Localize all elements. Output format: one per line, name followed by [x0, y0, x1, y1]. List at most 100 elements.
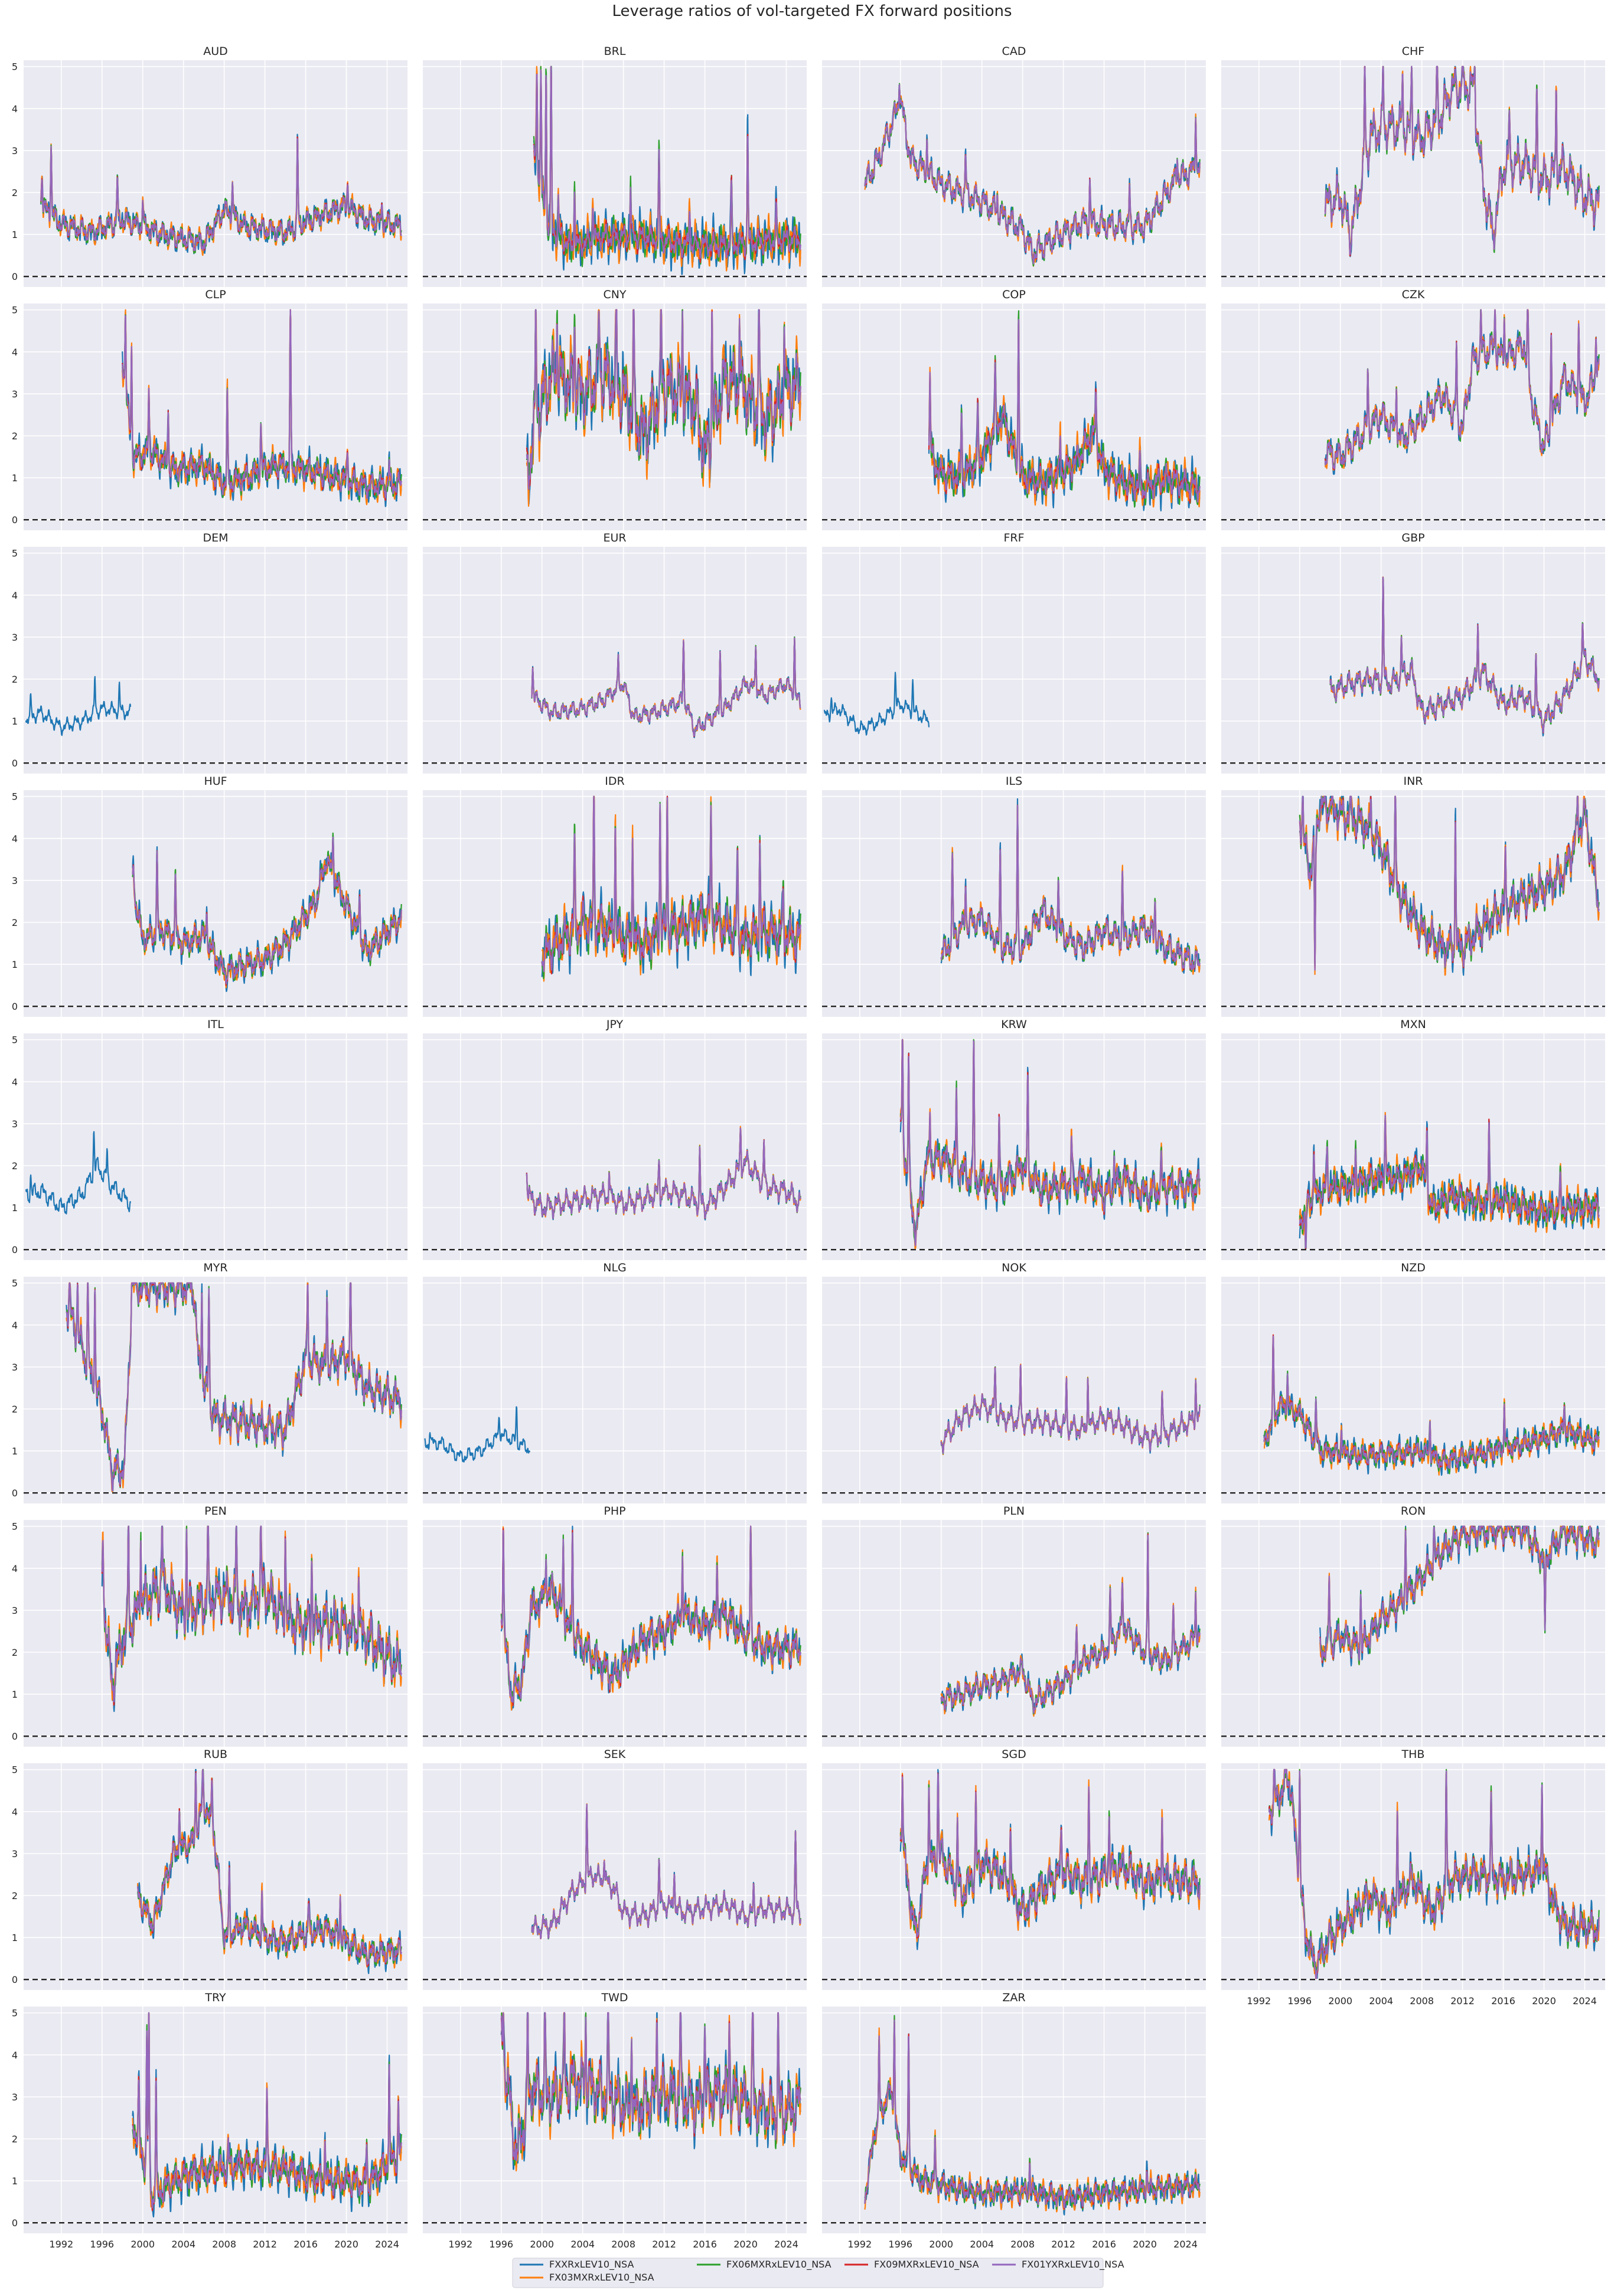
x-tick-label: 2020	[733, 2239, 758, 2250]
panel-background	[822, 304, 1206, 530]
y-tick-label: 1	[12, 2175, 18, 2187]
panel-itl: ITL 0 1 2 3 4 5	[12, 1018, 407, 1260]
series-line-fx01yxrxlev10_nsa	[132, 2012, 402, 2209]
panel-title: ITL	[207, 1018, 224, 1031]
series-line-fx01yxrxlev10_nsa	[101, 1525, 402, 1702]
series-line-fx01yxrxlev10_nsa	[1299, 1114, 1600, 1248]
panel-title: IDR	[605, 775, 624, 788]
y-tick-label: 1	[12, 1689, 18, 1700]
series-line-fx01yxrxlev10_nsa	[1319, 1525, 1600, 1661]
x-tick-label: 2016	[1491, 1995, 1515, 2007]
y-tick-label: 2	[12, 1647, 18, 1658]
x-tick-label: 2008	[1010, 2239, 1035, 2250]
panel-title: CAD	[1002, 45, 1026, 58]
y-tick-label: 4	[12, 103, 18, 115]
series-line-fx01yxrxlev10_nsa	[1324, 309, 1600, 469]
series-line-fxxrxlev10_nsa	[25, 1131, 132, 1215]
x-tick-label: 2008	[212, 2239, 236, 2250]
y-tick-label: 5	[12, 1521, 18, 1532]
y-tick-label: 0	[12, 1731, 18, 1742]
y-tick-label: 5	[12, 61, 18, 73]
panel-cop: COP	[822, 288, 1206, 530]
panel-title: MXN	[1400, 1018, 1426, 1031]
panel-ron: RON	[1221, 1505, 1605, 1747]
y-tick-label: 5	[12, 1035, 18, 1046]
panel-title: SGD	[1002, 1748, 1026, 1761]
series-line-fx01yxrxlev10_nsa	[66, 1282, 402, 1492]
series-line-fx01yxrxlev10_nsa	[940, 804, 1201, 971]
y-tick-label: 3	[12, 389, 18, 400]
series-line-fx01yxrxlev10_nsa	[132, 836, 402, 985]
y-tick-label: 0	[12, 1001, 18, 1012]
series-line-fx01yxrxlev10_nsa	[1324, 66, 1600, 255]
panel-title: MYR	[203, 1261, 227, 1274]
panel-mxn: MXN	[1221, 1018, 1605, 1260]
x-tick-label: 1992	[448, 2239, 472, 2250]
panel-title: INR	[1403, 775, 1423, 788]
panel-twd: TWD 1992 1996 2000 2004 2008 2012 2016 2020 2024	[423, 1991, 807, 2250]
y-tick-label: 4	[12, 1320, 18, 1331]
y-tick-label: 5	[12, 791, 18, 803]
y-tick-label: 5	[12, 548, 18, 559]
series-line-fx01yxrxlev10_nsa	[864, 2020, 1201, 2209]
panel-thb: THB 1992 1996 2000 2004 2008 2012 2016 2020 2024	[1221, 1748, 1605, 2007]
series-line-fx01yxrxlev10_nsa	[1268, 1769, 1600, 1979]
y-tick-label: 2	[12, 2134, 18, 2145]
x-tick-label: 2012	[652, 2239, 676, 2250]
x-tick-label: 2004	[570, 2239, 595, 2250]
figure-title-wrap: Leverage ratios of vol-targeted FX forwa…	[0, 0, 1624, 20]
panel-brl: BRL	[423, 45, 807, 287]
panel-title: PHP	[604, 1505, 625, 1518]
y-tick-label: 1	[12, 229, 18, 240]
panel-background	[24, 1520, 407, 1747]
panel-dem: DEM 0 1 2 3 4 5	[12, 531, 407, 774]
series-line-fxxrxlev10_nsa	[823, 671, 930, 736]
x-tick-label: 1996	[90, 2239, 114, 2250]
y-tick-label: 4	[12, 1077, 18, 1088]
x-tick-label: 2000	[530, 2239, 554, 2250]
x-tick-label: 2020	[1532, 1995, 1556, 2007]
x-tick-label: 2008	[611, 2239, 635, 2250]
series-line-fxxrxlev10_nsa	[25, 676, 132, 736]
y-tick-label: 4	[12, 2050, 18, 2061]
panel-title: BRL	[604, 45, 626, 58]
panel-background	[24, 304, 407, 530]
panel-background	[423, 547, 807, 774]
panel-title: CZK	[1402, 288, 1425, 301]
panel-title: CNY	[603, 288, 626, 301]
panel-title: GBP	[1401, 531, 1424, 544]
y-tick-label: 2	[12, 1404, 18, 1415]
y-tick-label: 1	[12, 1446, 18, 1457]
series-line-fx01yxrxlev10_nsa	[541, 795, 801, 973]
panel-sgd: SGD	[822, 1748, 1206, 1990]
x-tick-label: 2000	[1328, 1995, 1352, 2007]
panel-clp: CLP 0 1 2 3 4 5	[12, 288, 407, 530]
y-tick-label: 3	[12, 632, 18, 643]
panel-title: NLG	[603, 1261, 627, 1274]
x-tick-label: 2012	[1051, 2239, 1075, 2250]
panel-background	[822, 1520, 1206, 1747]
panel-background	[1221, 1277, 1605, 1503]
panel-title: CHF	[1402, 45, 1424, 58]
panel-inr: INR	[1221, 775, 1605, 1017]
panel-background	[423, 1277, 807, 1503]
panel-title: NZD	[1401, 1261, 1426, 1274]
series-line-fx01yxrxlev10_nsa	[122, 309, 402, 500]
panel-title: TRY	[204, 1991, 226, 2004]
panel-title: THB	[1401, 1748, 1425, 1761]
x-tick-label: 1996	[489, 2239, 513, 2250]
series-line-fx01yxrxlev10_nsa	[1329, 577, 1600, 733]
panel-title: HUF	[204, 775, 227, 788]
panel-title: COP	[1002, 288, 1026, 301]
panel-zar: ZAR 1992 1996 2000 2004 2008 2012 2016 2020 2024	[822, 1991, 1206, 2250]
x-tick-label: 2000	[929, 2239, 953, 2250]
y-tick-label: 2	[12, 674, 18, 685]
series-line-fx01yxrxlev10_nsa	[864, 84, 1201, 265]
series-line-fx01yxrxlev10_nsa	[531, 1803, 801, 1939]
panel-jpy: JPY	[423, 1018, 807, 1260]
y-tick-label: 1	[12, 472, 18, 484]
panel-background	[822, 547, 1206, 774]
y-tick-label: 1	[12, 716, 18, 727]
x-tick-label: 2004	[970, 2239, 994, 2250]
y-tick-label: 2	[12, 1890, 18, 1901]
